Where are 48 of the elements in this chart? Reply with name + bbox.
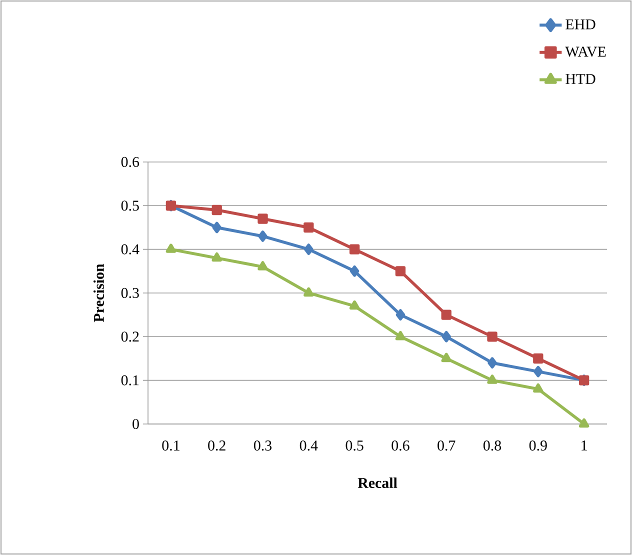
y-tick-label: 0.4 — [121, 244, 140, 254]
point — [395, 330, 406, 340]
y-tick-label: 0.3 — [121, 288, 139, 298]
y-tick-label: 0.5 — [121, 200, 139, 211]
x-tick-label: 1 — [582, 440, 587, 450]
x-tick-label: 0.8 — [483, 440, 502, 451]
x-tick-label: 0.6 — [392, 440, 410, 451]
legend-label: EHD — [566, 19, 596, 30]
point — [304, 244, 314, 256]
point — [258, 214, 268, 224]
point — [395, 266, 406, 276]
x-tick-label: 0.3 — [254, 440, 272, 451]
point — [396, 309, 406, 321]
point — [441, 352, 452, 362]
y-tick-label: 0 — [132, 418, 139, 430]
point — [349, 300, 360, 310]
point — [304, 222, 314, 233]
x-axis-title: Recall — [358, 478, 398, 488]
legend-label: WAVE — [565, 46, 606, 57]
x-tick-label: 0.5 — [346, 440, 364, 451]
y-tick-label: 0.6 — [121, 156, 140, 168]
point — [258, 261, 268, 270]
point — [166, 244, 176, 253]
legend-label: HTD — [566, 74, 596, 84]
point — [441, 310, 452, 320]
point — [488, 357, 497, 369]
point — [534, 366, 543, 378]
x-tick-label: 0.4 — [300, 440, 318, 451]
x-tick-label: 0.1 — [162, 440, 180, 451]
y-tick-label: 0.2 — [121, 332, 139, 342]
point — [578, 418, 590, 428]
point — [487, 374, 498, 384]
point — [304, 287, 314, 297]
point — [212, 204, 222, 216]
point — [487, 332, 498, 342]
x-tick-label: 0.2 — [208, 440, 226, 451]
point — [442, 330, 451, 342]
point — [533, 353, 544, 364]
y-axis-title: Precision — [93, 264, 104, 322]
x-tick-label: 0.7 — [438, 440, 456, 451]
point — [212, 222, 222, 234]
point — [258, 230, 268, 242]
point — [533, 383, 544, 393]
point — [350, 265, 360, 277]
y-tick-label: 0.1 — [121, 375, 139, 386]
point — [212, 252, 222, 262]
x-tick-label: 0.9 — [529, 440, 547, 451]
point — [349, 244, 360, 254]
